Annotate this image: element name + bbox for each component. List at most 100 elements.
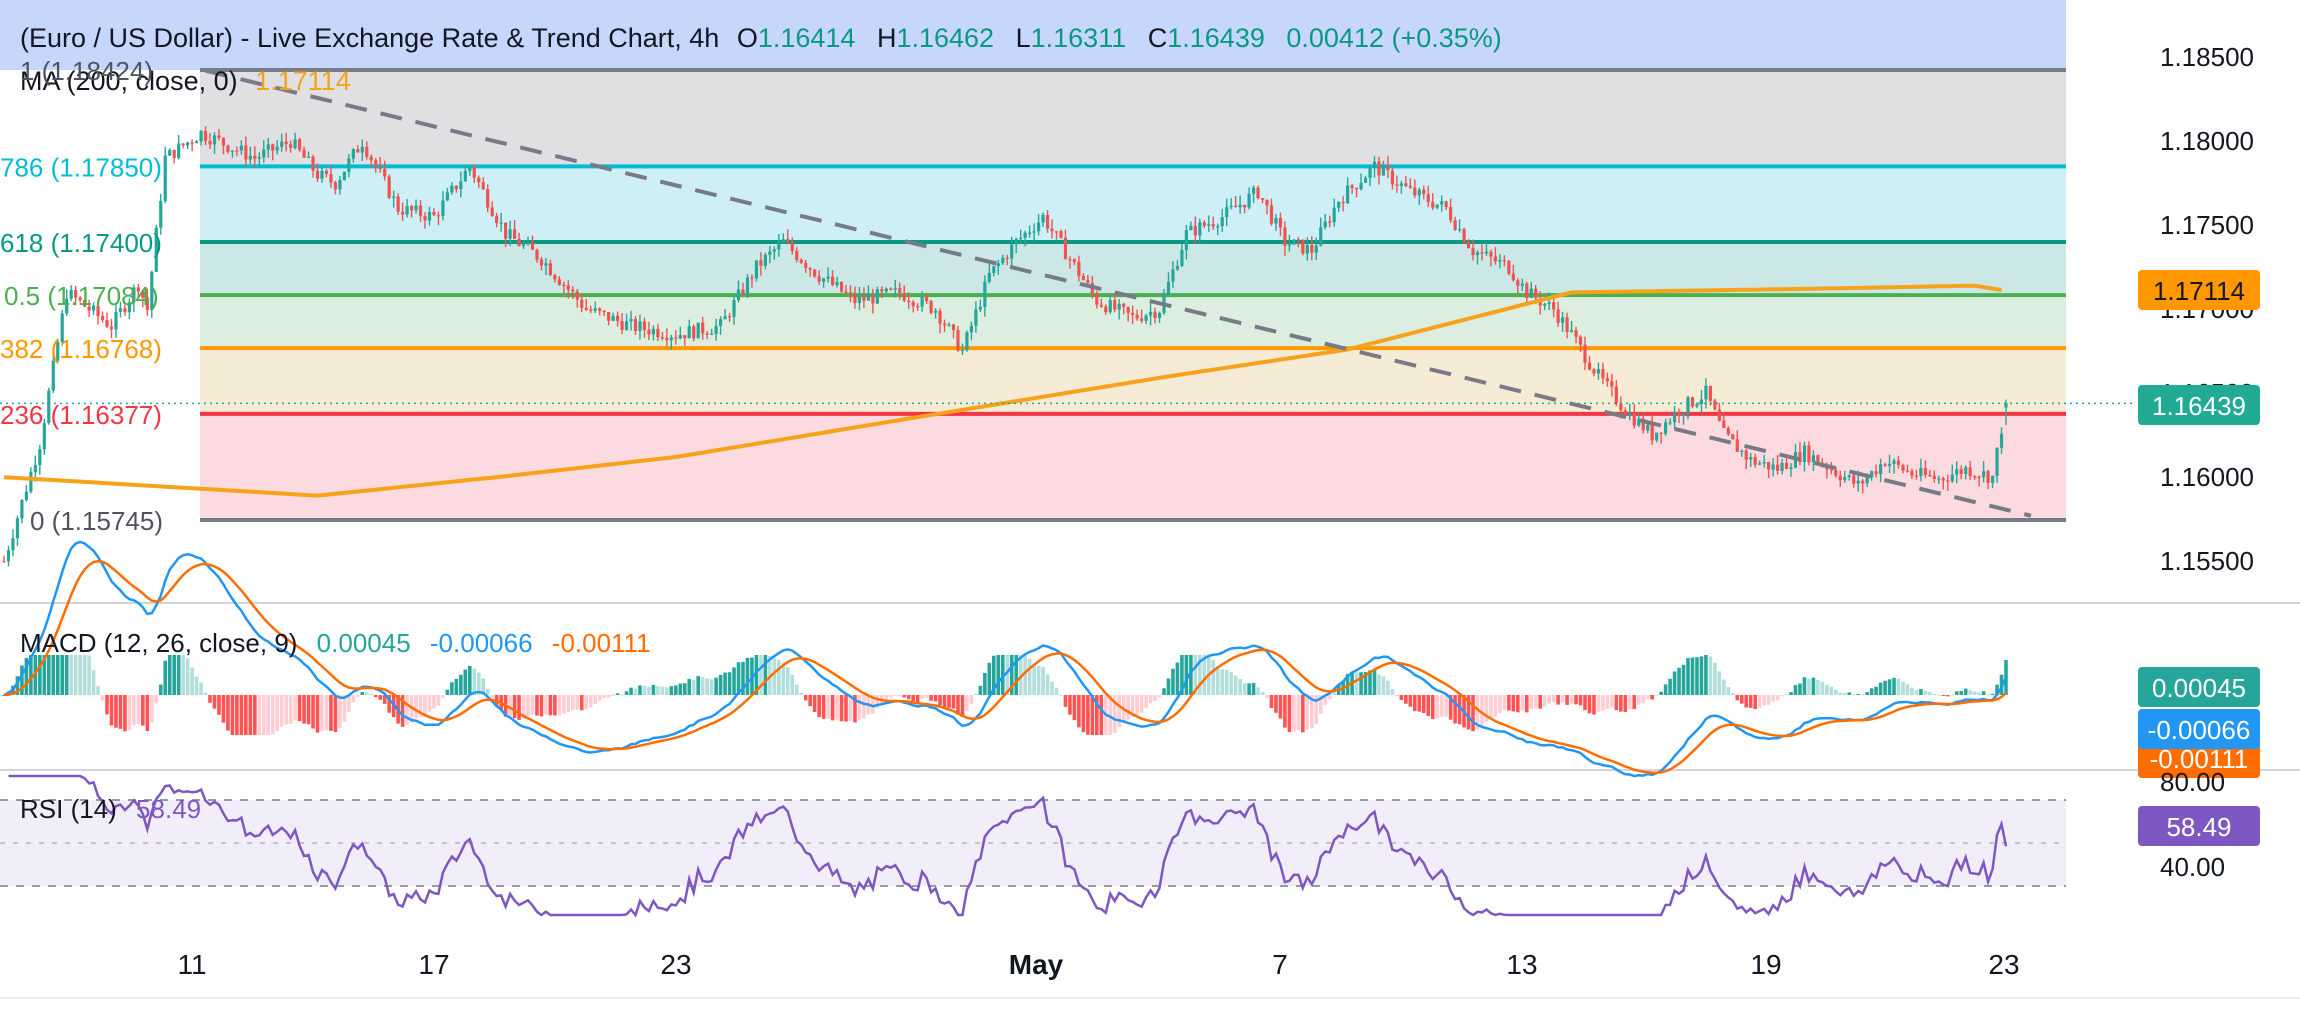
rsi-axis-40: 40.00	[2160, 852, 2225, 882]
candle-body	[1274, 217, 1278, 224]
candle-body	[172, 149, 176, 159]
last-price-badge: 1.16439	[2138, 385, 2260, 425]
candle-body	[884, 288, 888, 292]
candle-body	[365, 146, 369, 157]
macd-bar	[1739, 695, 1744, 704]
candle-body	[1498, 259, 1502, 262]
candle-body	[477, 177, 481, 183]
macd-bar	[1529, 695, 1534, 709]
macd-bar	[1135, 695, 1139, 715]
candle-body	[508, 229, 512, 239]
candle-body	[848, 292, 853, 294]
candle-body	[1744, 450, 1748, 460]
macd-bar	[888, 695, 893, 698]
macd-bar	[167, 655, 172, 695]
candle-body	[1019, 237, 1023, 240]
candle-body	[1964, 467, 1968, 474]
candle-body	[297, 139, 302, 150]
macd-bar	[992, 655, 996, 695]
candle-body	[1099, 304, 1103, 307]
candle-body	[1278, 217, 1283, 228]
macd-bar	[1878, 682, 1883, 695]
candle-body	[1122, 303, 1126, 308]
macd-bar	[38, 655, 42, 695]
macd-bar	[472, 668, 477, 695]
candle-body	[20, 499, 24, 519]
candle-body	[145, 297, 149, 310]
macd-bar	[1489, 695, 1493, 719]
macd-bar	[1014, 655, 1018, 695]
macd-bar	[1932, 693, 1937, 695]
candle-body	[1968, 467, 1972, 477]
candle-body	[754, 260, 759, 279]
macd-bar	[1148, 695, 1153, 704]
macd-bar	[1292, 695, 1296, 732]
candle-body	[387, 176, 391, 198]
macd-bar	[1636, 695, 1641, 705]
candle-body	[602, 310, 606, 313]
macd-bar	[633, 688, 638, 695]
macd-bar	[1511, 695, 1516, 712]
macd-bar	[427, 695, 432, 712]
candle-body	[1251, 187, 1256, 194]
candle-body	[1126, 307, 1130, 313]
price-axis-label: 1.16000	[2160, 462, 2254, 492]
candle-body	[1767, 462, 1771, 470]
macd-bar	[347, 695, 351, 713]
macd-bar	[812, 695, 817, 713]
candle-body	[114, 311, 118, 330]
macd-bar	[369, 693, 374, 695]
macd-bar	[1144, 695, 1148, 709]
macd-bar	[1547, 695, 1551, 704]
candle-body	[199, 130, 203, 142]
candle-body	[441, 200, 445, 216]
candle-body	[150, 271, 154, 310]
macd-bar	[1619, 695, 1623, 712]
candle-body	[392, 196, 396, 198]
macd-bar	[566, 695, 571, 713]
candle-body	[29, 472, 33, 492]
candle-body	[1010, 244, 1014, 259]
macd-bar	[230, 695, 235, 735]
candle-body	[638, 321, 642, 331]
candle-body	[499, 222, 503, 224]
macd-bar	[974, 693, 978, 695]
candle-body	[669, 337, 673, 341]
macd-bar	[1610, 695, 1614, 708]
macd-bar	[745, 657, 750, 695]
candle-body	[1296, 239, 1300, 241]
candle-body	[1377, 161, 1381, 176]
macd-bar	[1054, 687, 1059, 695]
macd-bar	[620, 694, 624, 696]
macd-bar	[1816, 679, 1820, 695]
candle-body	[674, 337, 678, 339]
macd-bar	[741, 661, 745, 695]
macd-bar	[1009, 655, 1014, 695]
macd-bar	[163, 660, 168, 695]
candle-body	[109, 326, 114, 330]
candle-body	[598, 308, 602, 311]
time-axis[interactable]: 11 17 23 May 7 13 19 23	[177, 949, 2019, 980]
candle-body	[1453, 220, 1457, 230]
macd-bar	[1430, 695, 1435, 719]
macd-bar	[1126, 695, 1130, 720]
price-axis-label: 1.18500	[2160, 42, 2254, 72]
macd-bar	[1032, 663, 1036, 695]
macd-bar	[1045, 674, 1050, 695]
macd-bar	[1565, 695, 1569, 705]
macd-bar	[1945, 695, 1950, 697]
macd-bar	[983, 672, 987, 695]
candle-body	[383, 168, 387, 177]
macd-bar	[1287, 695, 1292, 732]
candle-body	[795, 250, 799, 260]
macd-bar	[423, 695, 427, 717]
candle-body	[1861, 480, 1865, 484]
candle-body	[978, 306, 982, 310]
candle-body	[1314, 245, 1318, 253]
candle-body	[965, 332, 969, 350]
candle-body	[271, 144, 275, 151]
macd-bar	[1686, 658, 1690, 695]
macd-bar	[118, 695, 123, 729]
macd-bar	[1220, 669, 1225, 695]
macd-bar	[1578, 695, 1583, 706]
